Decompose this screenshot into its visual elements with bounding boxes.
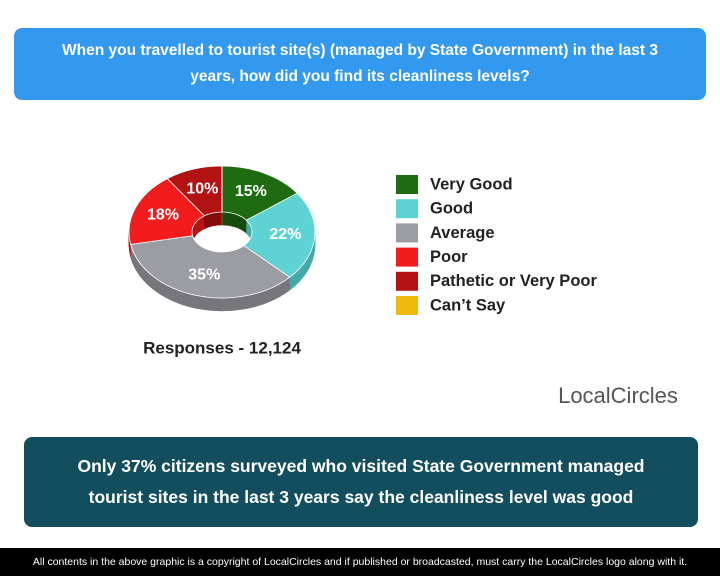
responses: Responses - 12,124 <box>143 338 301 357</box>
legend-label: Pathetic or Very Poor <box>430 272 597 290</box>
slice <box>130 235 291 299</box>
legend-swatch <box>396 296 418 315</box>
legend-label: Can’t Say <box>430 296 506 314</box>
slice <box>128 178 206 245</box>
conclusion: Only 37% citizens surveyed who visited S… <box>24 437 698 527</box>
data-label: 18% <box>147 207 179 224</box>
legend-swatch <box>396 247 418 267</box>
legend-label: Poor <box>430 248 468 266</box>
logo: LocalCircles <box>558 383 678 408</box>
data-label: 10% <box>186 180 218 197</box>
legend-label: Good <box>430 200 473 218</box>
legend-swatch <box>396 199 418 219</box>
slice <box>243 192 316 278</box>
legend-swatch <box>396 175 418 194</box>
data-label: 22% <box>269 226 301 243</box>
chart-title: When you travelled to tourist site(s) (m… <box>14 28 706 100</box>
data-label: 15% <box>235 183 267 200</box>
legend-label: Average <box>430 224 495 242</box>
legend-label: Very Good <box>430 175 513 193</box>
footer: All contents in the above graphic is a c… <box>0 548 720 576</box>
legend-swatch <box>396 223 418 243</box>
legend-swatch <box>396 271 418 291</box>
data-label: 35% <box>188 266 220 283</box>
